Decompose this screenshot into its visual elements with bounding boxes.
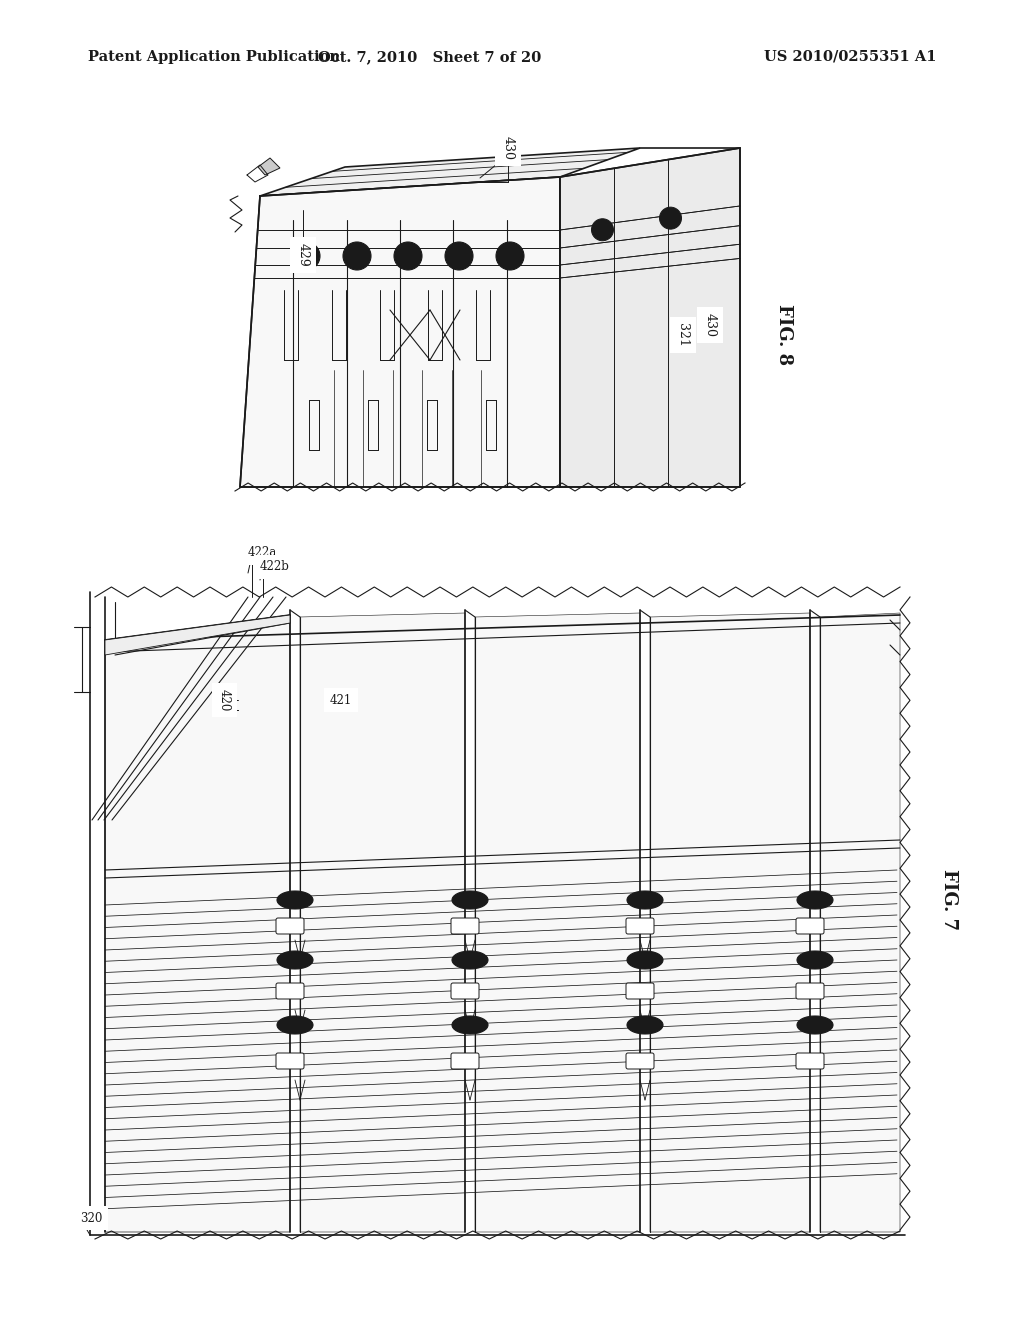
Text: 321: 321 (677, 323, 689, 347)
Ellipse shape (394, 242, 422, 271)
Ellipse shape (452, 891, 488, 909)
Text: 429: 429 (297, 243, 309, 267)
Text: FIG. 7: FIG. 7 (940, 870, 958, 931)
Ellipse shape (445, 242, 473, 271)
FancyBboxPatch shape (451, 917, 479, 935)
FancyBboxPatch shape (626, 983, 654, 999)
FancyBboxPatch shape (276, 1053, 304, 1069)
Ellipse shape (659, 207, 682, 230)
Ellipse shape (496, 242, 524, 271)
FancyBboxPatch shape (796, 983, 824, 999)
FancyBboxPatch shape (796, 917, 824, 935)
FancyBboxPatch shape (276, 983, 304, 999)
Polygon shape (105, 615, 290, 655)
Ellipse shape (278, 1016, 313, 1034)
Text: 420: 420 (218, 689, 231, 711)
Polygon shape (260, 148, 640, 195)
FancyBboxPatch shape (451, 983, 479, 999)
FancyBboxPatch shape (626, 917, 654, 935)
Text: FIG. 8: FIG. 8 (775, 305, 793, 366)
Polygon shape (560, 148, 740, 487)
Ellipse shape (592, 219, 613, 240)
Ellipse shape (343, 242, 371, 271)
Text: 422a: 422a (248, 546, 278, 560)
Polygon shape (258, 158, 280, 176)
Polygon shape (475, 612, 640, 1232)
Text: US 2010/0255351 A1: US 2010/0255351 A1 (764, 50, 936, 63)
Polygon shape (300, 612, 465, 1232)
Ellipse shape (452, 1016, 488, 1034)
Ellipse shape (292, 242, 319, 271)
Ellipse shape (797, 891, 833, 909)
Ellipse shape (278, 950, 313, 969)
Text: 430: 430 (703, 313, 717, 337)
Ellipse shape (797, 950, 833, 969)
Ellipse shape (627, 1016, 663, 1034)
Ellipse shape (627, 950, 663, 969)
FancyBboxPatch shape (796, 1053, 824, 1069)
Text: 421: 421 (330, 693, 352, 706)
Ellipse shape (452, 950, 488, 969)
Text: 422b: 422b (260, 561, 290, 573)
Ellipse shape (797, 1016, 833, 1034)
Text: Oct. 7, 2010   Sheet 7 of 20: Oct. 7, 2010 Sheet 7 of 20 (318, 50, 542, 63)
Text: Patent Application Publication: Patent Application Publication (88, 50, 340, 63)
Polygon shape (820, 612, 900, 1232)
FancyBboxPatch shape (626, 1053, 654, 1069)
Polygon shape (650, 612, 810, 1232)
Text: 430: 430 (502, 136, 514, 160)
Ellipse shape (278, 891, 313, 909)
FancyBboxPatch shape (276, 917, 304, 935)
Polygon shape (105, 615, 290, 1232)
Ellipse shape (627, 891, 663, 909)
Polygon shape (240, 177, 560, 487)
Text: 320: 320 (80, 1212, 102, 1225)
FancyBboxPatch shape (451, 1053, 479, 1069)
